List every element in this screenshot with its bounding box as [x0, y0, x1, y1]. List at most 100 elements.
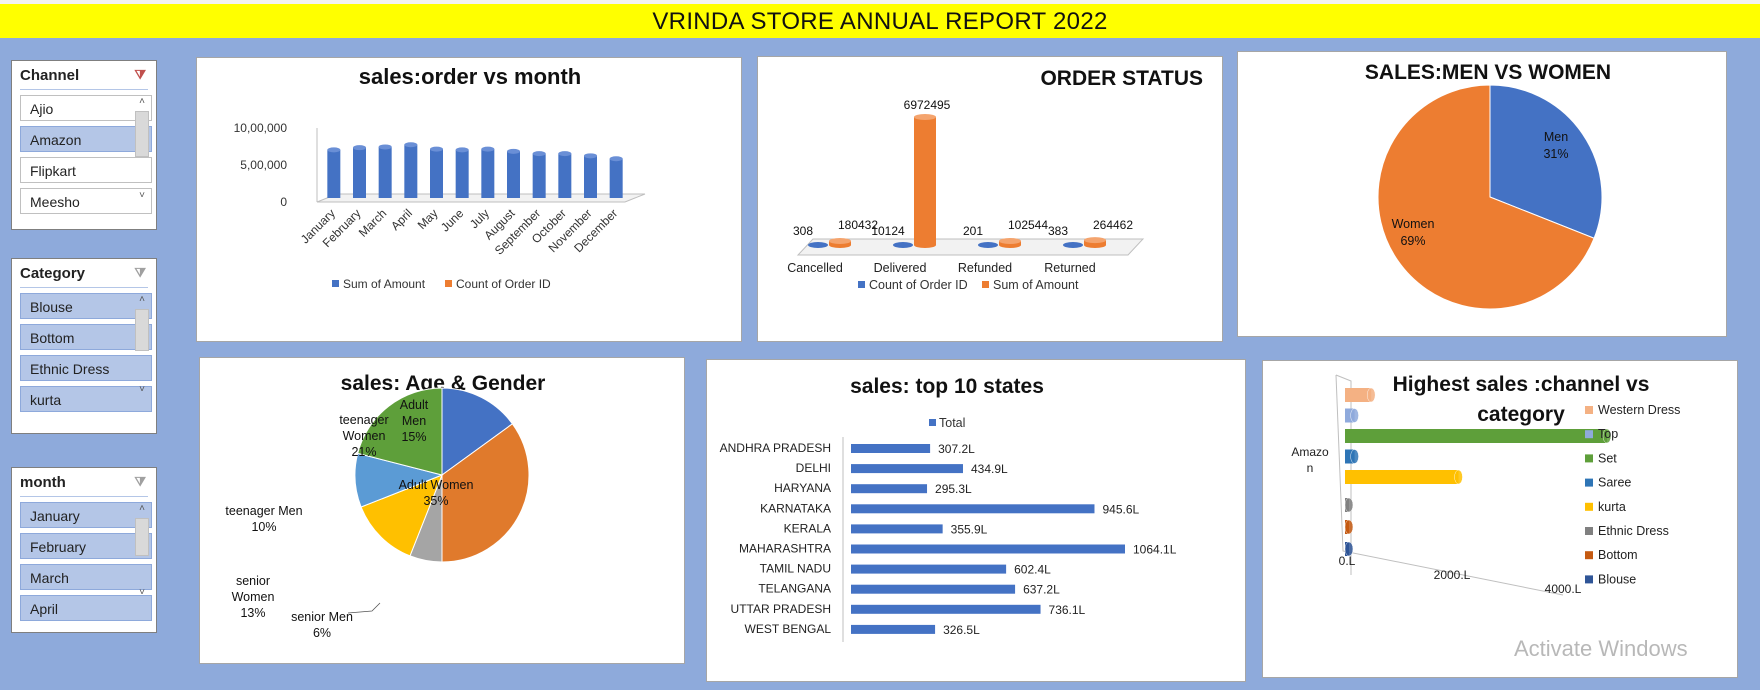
slice-label: teenager Men: [225, 504, 302, 518]
slicer-item[interactable]: Meesho: [20, 188, 152, 214]
scroll-up-icon[interactable]: ˄: [139, 503, 145, 514]
bar: [532, 153, 546, 198]
clear-filter-icon[interactable]: ⧩: [134, 67, 146, 82]
slicer-item[interactable]: March: [20, 564, 152, 590]
category-label: Amazo: [1291, 445, 1329, 459]
bar: [893, 242, 913, 248]
slicer-scrollbar[interactable]: ˄ ˅: [134, 95, 150, 203]
top-states-svg: sales: top 10 states Total ANDHRA PRADESH 3…: [720, 375, 1177, 642]
bar: [353, 147, 366, 198]
slicer-item[interactable]: April: [20, 595, 152, 621]
chart-title: Highest sales :channel vs: [1393, 373, 1650, 396]
data-label: 180432: [838, 218, 878, 232]
bar: [851, 444, 931, 453]
bar-cap: [1344, 541, 1354, 557]
x-tick-label: June: [438, 206, 467, 235]
pie-slice: [1489, 84, 1603, 239]
bar: [851, 564, 1007, 574]
bar: [584, 155, 597, 198]
legend-marker: [1585, 430, 1593, 439]
slice-label: teenager: [339, 413, 388, 427]
bar-cap: [404, 142, 418, 148]
x-tick-label: Cancelled: [787, 261, 843, 275]
scroll-down-icon[interactable]: ˅: [139, 384, 145, 395]
data-label: 602.4L: [1014, 563, 1051, 577]
bar-cap: [829, 238, 851, 244]
bar: [851, 504, 1095, 514]
scroll-up-icon[interactable]: ˄: [139, 294, 145, 305]
chart-title: ORDER STATUS: [1040, 67, 1203, 90]
data-label: 307.2L: [938, 442, 975, 456]
bar-cap: [327, 147, 341, 153]
data-label: 10124: [871, 224, 905, 238]
x-tick-label: April: [388, 206, 415, 233]
legend-marker: [1585, 478, 1593, 487]
y-tick-label: 10,00,000: [234, 121, 288, 135]
legend-marker: [332, 280, 339, 287]
clear-filter-icon[interactable]: ⧩: [134, 474, 146, 489]
slicer-scrollbar[interactable]: ˄ ˅: [134, 293, 150, 397]
bar-cap: [455, 147, 469, 153]
slicer-item[interactable]: Amazon: [20, 126, 152, 152]
slicer-item[interactable]: February: [20, 533, 152, 559]
bar: [1063, 242, 1083, 248]
legend-marker: [1585, 575, 1593, 584]
bar-cap: [1084, 237, 1106, 244]
slicer-item[interactable]: Bottom: [20, 324, 152, 350]
slicer-item[interactable]: Flipkart: [20, 157, 152, 183]
x-tick-label: Refunded: [958, 261, 1012, 275]
scroll-up-icon[interactable]: ˄: [139, 96, 145, 107]
bar-cap: [353, 145, 366, 151]
scroll-down-icon[interactable]: ˅: [139, 190, 145, 201]
bar: [327, 149, 341, 198]
legend-marker: [445, 280, 452, 287]
bar-cap: [558, 151, 572, 157]
bar-cap: [1350, 408, 1359, 423]
bar-cap: [999, 238, 1021, 244]
bar: [507, 151, 520, 198]
chart-floor: [796, 238, 1145, 256]
x-tick-label: Delivered: [874, 261, 927, 275]
slicer-item[interactable]: kurta: [20, 386, 152, 412]
order-vs-month-chart: sales:order vs month 10,00,000 5,00,000 0 Ja…: [196, 57, 742, 342]
category-label: DELHI: [796, 461, 831, 475]
legend-marker: [1585, 502, 1593, 511]
men-vs-women-chart: SALES:MEN VS WOMEN Men 31% Women 69%: [1237, 51, 1727, 337]
legend-label: Top: [1598, 427, 1618, 441]
slicer-item[interactable]: Ethnic Dress: [20, 355, 152, 381]
legend-label: Bottom: [1598, 548, 1638, 562]
scroll-thumb[interactable]: [135, 518, 149, 556]
category-slicer[interactable]: Category ⧩ Blouse Bottom Ethnic Dress kurta ˄ ˅: [11, 258, 157, 434]
legend-marker: [1585, 551, 1593, 560]
y-tick-label: 0: [280, 195, 287, 209]
scroll-thumb[interactable]: [135, 309, 149, 351]
legend-label: Blouse: [1598, 572, 1636, 586]
slice-label: Women: [1392, 217, 1435, 231]
data-label: 326.5L: [943, 623, 980, 637]
slicer-item[interactable]: Blouse: [20, 293, 152, 319]
data-label: 383: [1048, 224, 1068, 238]
slicer-item[interactable]: Ajio: [20, 95, 152, 121]
scroll-thumb[interactable]: [135, 111, 149, 157]
chart-wall: [1335, 374, 1564, 596]
month-slicer[interactable]: month ⧩ January February March April ˄ ˅: [11, 467, 157, 633]
bar: [851, 464, 963, 474]
category-label: UTTAR PRADESH: [731, 602, 831, 616]
clear-filter-icon[interactable]: ⧩: [134, 265, 146, 280]
x-tick-label: Returned: [1044, 261, 1095, 275]
bar-cap: [1344, 497, 1354, 513]
scroll-down-icon[interactable]: ˅: [139, 587, 145, 598]
pie-slice: [1377, 84, 1595, 310]
data-label: 102544: [1008, 218, 1048, 232]
category-label: KERALA: [784, 521, 831, 535]
legend-label: kurta: [1598, 500, 1626, 514]
bar: [1345, 470, 1459, 484]
bar: [978, 242, 998, 248]
channel-slicer[interactable]: Channel ⧩ Ajio Amazon Flipkart Meesho ˄ ˅: [11, 60, 157, 230]
category-label: WEST BENGAL: [745, 622, 832, 636]
slicer-scrollbar[interactable]: ˄ ˅: [134, 502, 150, 600]
slice-label: senior: [236, 574, 270, 588]
category-label: MAHARASHTRA: [739, 542, 831, 556]
slicer-item[interactable]: January: [20, 502, 152, 528]
pie-slice: [441, 423, 530, 563]
